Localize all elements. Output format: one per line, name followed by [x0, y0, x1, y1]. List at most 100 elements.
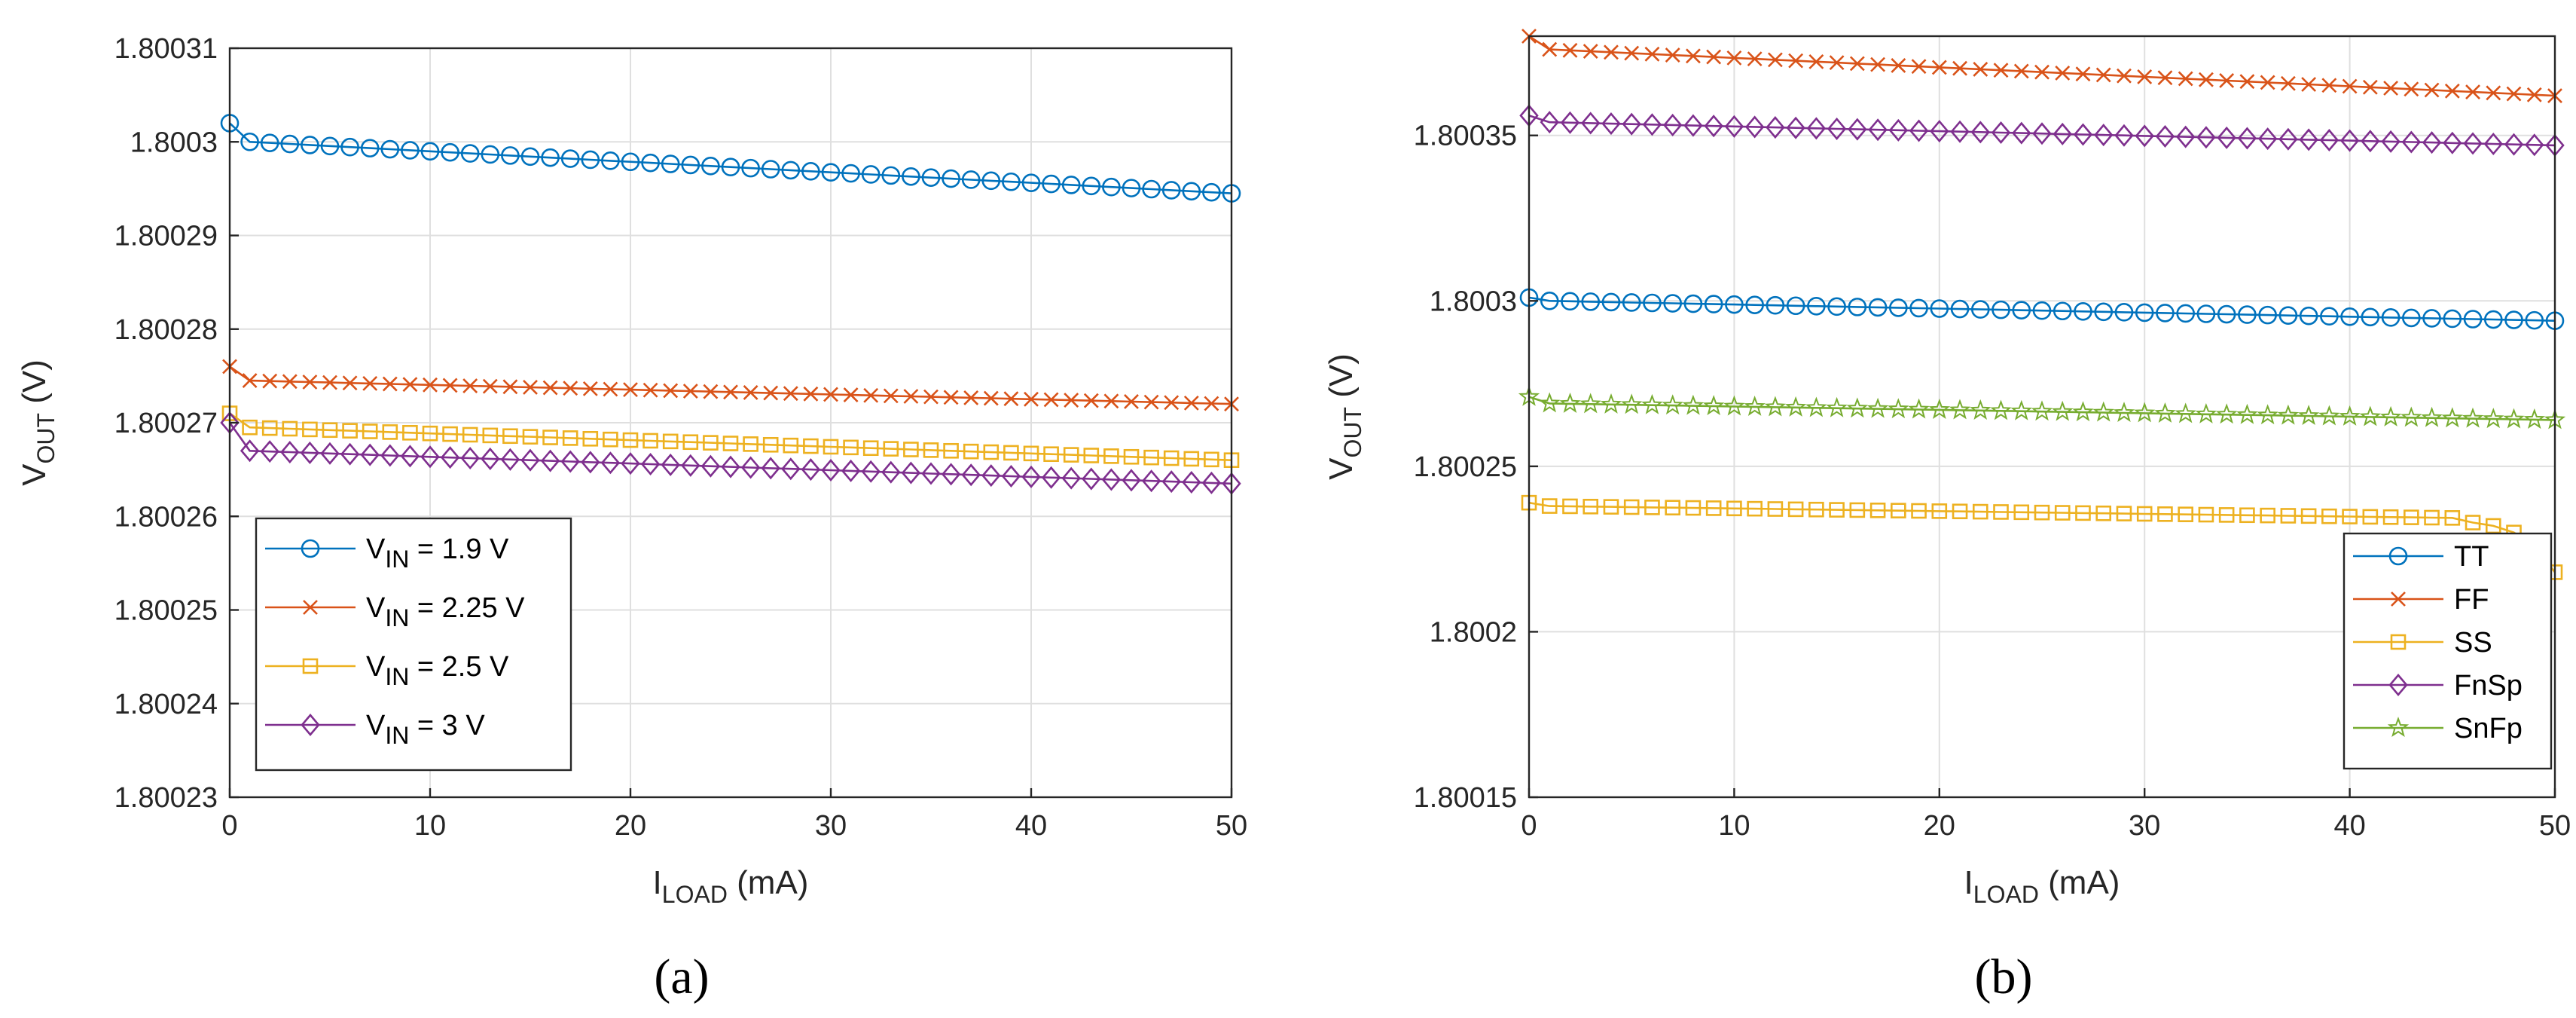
data-point — [582, 381, 598, 396]
data-point — [1623, 499, 1640, 515]
data-point — [1581, 292, 1601, 311]
data-point — [502, 428, 518, 445]
data-point — [1786, 116, 1805, 139]
y-tick-label: 1.8003 — [1430, 286, 1517, 317]
data-point — [700, 454, 721, 478]
data-point — [721, 157, 740, 177]
data-point — [2483, 310, 2503, 329]
data-point — [821, 163, 841, 182]
data-point — [1888, 118, 1909, 142]
data-point — [623, 382, 638, 398]
data-point — [2215, 403, 2238, 424]
data-point — [681, 155, 700, 175]
data-point — [2236, 403, 2258, 424]
x-tick-label: 50 — [1216, 810, 1247, 842]
y-tick-label: 1.80026 — [114, 501, 218, 533]
data-point — [2463, 310, 2483, 329]
data-point — [1868, 118, 1888, 142]
data-point — [2217, 126, 2236, 149]
data-point — [401, 141, 420, 160]
data-point — [903, 389, 919, 404]
data-point — [2072, 401, 2094, 422]
data-point — [462, 426, 478, 443]
data-point — [2381, 130, 2401, 153]
data-point — [1725, 295, 1744, 314]
data-point — [801, 458, 821, 481]
data-point — [2053, 301, 2072, 321]
data-point — [1931, 503, 1948, 519]
data-point — [1003, 391, 1019, 407]
data-point — [862, 440, 879, 457]
data-point — [2443, 131, 2462, 154]
legend-label-main: TT — [2454, 541, 2489, 573]
legend-marker — [302, 658, 319, 674]
data-point — [2176, 304, 2195, 323]
y-tick-label: 1.80029 — [114, 221, 218, 252]
data-point — [640, 453, 661, 476]
data-point — [1061, 176, 1081, 194]
legend-label: FF — [2454, 584, 2489, 616]
data-point — [1143, 394, 1159, 410]
data-point — [1849, 502, 1866, 518]
data-point — [1993, 504, 2009, 520]
data-point — [1766, 295, 1785, 315]
data-point — [2010, 399, 2032, 420]
data-point — [360, 139, 380, 157]
data-point — [1540, 111, 1559, 134]
data-point — [2237, 127, 2257, 150]
data-point — [2320, 307, 2339, 326]
data-point — [2155, 124, 2175, 148]
data-point — [781, 457, 801, 481]
y-tick-label: 1.80028 — [114, 314, 218, 346]
data-point — [902, 167, 920, 186]
y-axis-label-main: V — [16, 463, 53, 486]
legend-label: VIN = 2.5 V — [366, 651, 509, 690]
data-point — [1745, 295, 1764, 314]
data-point — [2422, 309, 2441, 328]
data-point — [1622, 293, 1641, 312]
data-point — [2402, 308, 2421, 328]
legend-label-rest: = 3 V — [409, 710, 485, 741]
data-point — [2383, 81, 2398, 96]
data-point — [963, 390, 979, 405]
data-point — [260, 440, 279, 463]
data-point — [460, 144, 480, 163]
data-point — [260, 133, 279, 152]
data-point — [1642, 113, 1662, 136]
data-point — [2339, 405, 2361, 426]
data-point — [1766, 116, 1785, 139]
data-point — [621, 152, 640, 172]
data-point — [2032, 122, 2052, 145]
data-point — [961, 170, 981, 189]
data-point — [1665, 47, 1680, 63]
y-axis-label-unit: (V) — [16, 359, 53, 413]
legend: TT FF SS FnSp SnFp — [2343, 532, 2553, 770]
x-axis-label-main: I — [653, 864, 662, 901]
data-point — [1061, 466, 1081, 490]
data-point — [1601, 112, 1621, 136]
data-point — [1665, 500, 1680, 516]
data-point — [1805, 396, 1827, 417]
data-point — [1161, 470, 1181, 494]
data-point — [883, 441, 899, 457]
data-point — [1704, 115, 1723, 138]
series-v-in-2-5-v — [221, 405, 1240, 469]
data-point — [741, 158, 760, 178]
data-point — [663, 383, 679, 399]
data-point — [2012, 121, 2031, 145]
data-point — [1561, 292, 1579, 311]
series-line — [229, 122, 1232, 194]
data-point — [2054, 505, 2071, 521]
data-point — [2075, 505, 2091, 521]
data-point — [2113, 402, 2135, 423]
data-point — [1103, 448, 1119, 464]
data-point — [1827, 297, 1846, 316]
data-point — [1560, 111, 1580, 134]
data-point — [1103, 393, 1119, 409]
data-point — [1826, 396, 1848, 417]
data-point — [520, 147, 540, 167]
data-point — [743, 436, 758, 452]
data-point — [601, 151, 620, 170]
y-tick-label: 1.80025 — [1414, 451, 1517, 483]
legend-marker — [2390, 634, 2407, 650]
